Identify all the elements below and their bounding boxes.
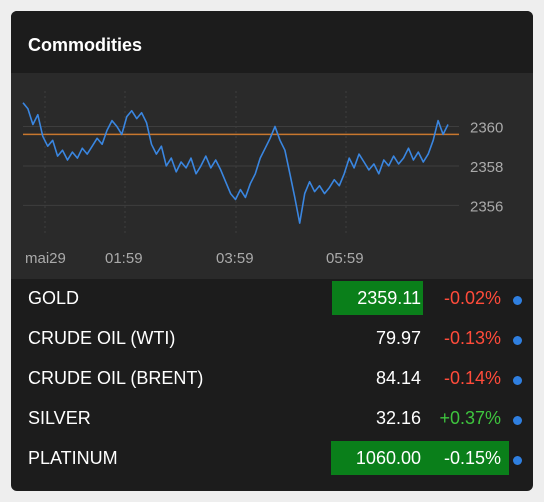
price-highlight: [332, 281, 423, 315]
price-highlight: [331, 441, 509, 475]
commodity-change: -0.14%: [443, 368, 501, 388]
commodity-change: -0.02%: [443, 288, 501, 308]
commodity-row-platinum[interactable]: PLATINUM 1060.00 -0.15%: [11, 439, 533, 479]
y-tick-label: 2356: [470, 198, 503, 215]
commodity-row-gold[interactable]: GOLD 2359.11 -0.02%: [11, 279, 533, 319]
commodity-row-silver[interactable]: SILVER 32.16 +0.37%: [11, 399, 533, 439]
status-dot-icon: [513, 376, 522, 385]
commodity-name: SILVER: [28, 408, 91, 428]
price-chart[interactable]: 2356 2358 2360 mai29 01:59 03:59 05:59: [11, 73, 533, 279]
x-tick-label: 03:59: [216, 250, 254, 267]
commodity-change: -0.15%: [443, 448, 501, 468]
commodity-name: CRUDE OIL (BRENT): [28, 368, 204, 388]
commodity-name: CRUDE OIL (WTI): [28, 328, 176, 348]
x-tick-label: mai29: [25, 250, 66, 267]
status-dot-icon: [513, 336, 522, 345]
status-dot-icon: [513, 296, 522, 305]
y-tick-label: 2360: [470, 120, 503, 137]
price-chart-svg: 2356 2358 2360 mai29 01:59 03:59 05:59: [22, 91, 503, 267]
widget-header: Commodities: [11, 11, 533, 73]
widget-title: Commodities: [28, 35, 143, 55]
commodity-name: GOLD: [28, 288, 80, 308]
status-dot-icon: [513, 456, 522, 465]
commodity-price: 2359.11: [357, 288, 421, 308]
commodity-price: 79.97: [375, 328, 421, 348]
price-series-line: [22, 102, 449, 224]
y-tick-label: 2358: [470, 159, 503, 176]
commodity-change: -0.13%: [443, 328, 501, 348]
status-dot-icon: [513, 416, 522, 425]
commodity-row-crude-oil-brent[interactable]: CRUDE OIL (BRENT) 84.14 -0.14%: [11, 359, 533, 399]
x-tick-label: 05:59: [326, 250, 364, 267]
commodity-price: 1060.00: [355, 448, 421, 468]
commodities-widget: Commodities 2356 2358 2360 mai29 01:59 03:59 0…: [11, 11, 533, 491]
commodity-price: 84.14: [375, 368, 421, 388]
commodity-row-crude-oil-wti[interactable]: CRUDE OIL (WTI) 79.97 -0.13%: [11, 319, 533, 359]
commodity-name: PLATINUM: [28, 448, 118, 468]
x-tick-label: 01:59: [105, 250, 143, 267]
commodity-price: 32.16: [375, 408, 421, 428]
commodity-change: +0.37%: [439, 408, 501, 428]
